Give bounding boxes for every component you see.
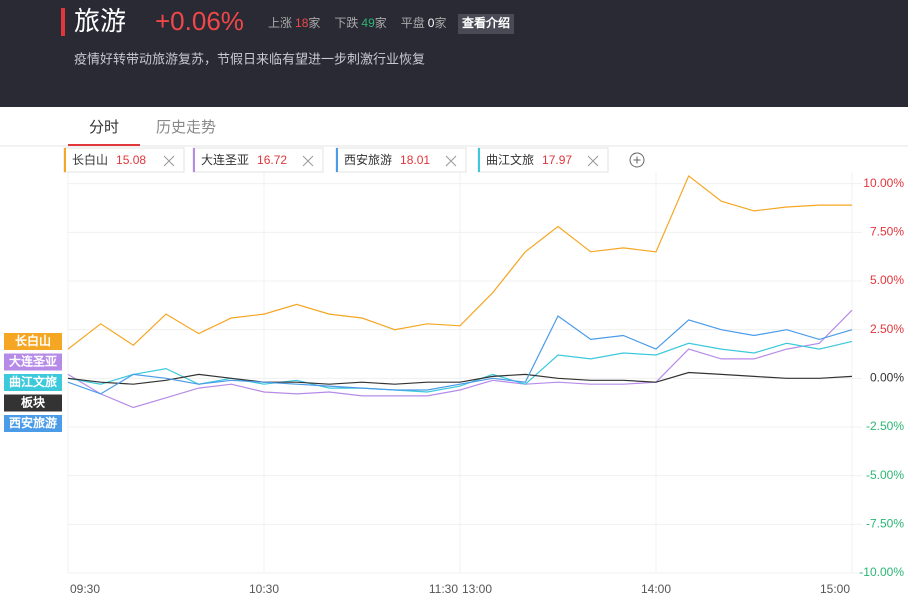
chip-name: 长白山: [72, 152, 108, 167]
x-tick-label: 09:30: [70, 582, 100, 596]
add-button[interactable]: [629, 152, 645, 168]
y-tick-label: -7.50%: [866, 517, 904, 531]
stat-label: 上涨: [268, 15, 292, 30]
x-tick-label: 10:30: [249, 582, 279, 596]
series-line: [67, 309, 853, 409]
chip-color: [193, 148, 195, 172]
chip-color: [64, 148, 66, 172]
title: 旅游: [74, 6, 126, 36]
legend-tag: [4, 374, 62, 391]
stat-count: 18: [295, 16, 309, 30]
legend-tag: [4, 394, 62, 412]
chip-close[interactable]: [445, 155, 457, 167]
stat-unit: 家: [308, 15, 320, 30]
y-tick-label: 0.00%: [870, 371, 904, 385]
chip-name: 西安旅游: [344, 152, 392, 167]
chip-price: 16.72: [257, 153, 287, 167]
x-tick-label: 11:30: [429, 582, 458, 596]
stat-label: 平盘: [401, 15, 425, 30]
watchlist: 长白山 15.08 大连圣亚 16.72 西安旅游 18.01 曲江文旅 17.97: [63, 147, 609, 173]
chip-color: [336, 148, 338, 172]
chip[interactable]: [477, 147, 609, 173]
stat-unit: 家: [375, 15, 387, 30]
chip-price: 15.08: [116, 153, 146, 167]
intro-button-label[interactable]: 查看介绍: [461, 15, 510, 30]
legend-label: 曲江文旅: [9, 374, 57, 389]
chip-name: 曲江文旅: [486, 152, 534, 167]
legend-label: 长白山: [15, 333, 51, 348]
series-line: [67, 174, 852, 350]
header-bg: [0, 0, 908, 107]
series-line: [67, 371, 853, 385]
y-tick-label: 5.00%: [870, 273, 904, 287]
chip[interactable]: [63, 147, 185, 173]
chip-close[interactable]: [163, 155, 175, 167]
series-line: [67, 315, 853, 395]
x-tick-label: 14:00: [641, 582, 671, 596]
tab-active[interactable]: 分时: [89, 119, 119, 136]
x-tick-label: 15:00: [820, 582, 850, 596]
legend-label: 板块: [21, 395, 46, 410]
add-icon: [633, 156, 641, 164]
title-bar: [61, 8, 65, 36]
tab-underline: [68, 144, 140, 146]
stat-count: 0: [428, 16, 435, 30]
y-tick-label: 7.50%: [870, 225, 904, 239]
legend-label: 大连圣亚: [9, 354, 57, 369]
chip-price: 18.01: [400, 153, 430, 167]
legend-tag: [4, 415, 62, 432]
y-tick-label: 10.00%: [863, 176, 904, 190]
chip-close[interactable]: [302, 155, 314, 167]
y-tick-label: 2.50%: [870, 322, 904, 336]
legend-tag: [4, 333, 62, 350]
y-tick-label: -10.00%: [859, 565, 904, 579]
y-tick-label: -5.00%: [866, 468, 904, 482]
stat-label: 下跌: [334, 15, 358, 30]
chip-price: 17.97: [542, 153, 572, 167]
subtitle: 疫情好转带动旅游复苏，节假日来临有望进一步刺激行业恢复: [74, 51, 425, 66]
change: +0.06%: [155, 6, 244, 36]
legend-label: 西安旅游: [9, 415, 57, 430]
legend-tag: [4, 353, 62, 371]
intro-button[interactable]: [458, 14, 514, 34]
chip-color: [478, 148, 480, 172]
stat-unit: 家: [434, 15, 446, 30]
chip[interactable]: [192, 147, 324, 173]
chip-name: 大连圣亚: [201, 152, 249, 167]
stats: 上涨 18 家下跌 49 家平盘 0 家: [268, 15, 447, 30]
x-tick-label: 13:00: [462, 582, 492, 596]
y-tick-label: -2.50%: [866, 419, 904, 433]
tab[interactable]: 历史走势: [156, 119, 216, 136]
chip-close[interactable]: [587, 155, 599, 167]
stat-count: 49: [361, 16, 375, 30]
